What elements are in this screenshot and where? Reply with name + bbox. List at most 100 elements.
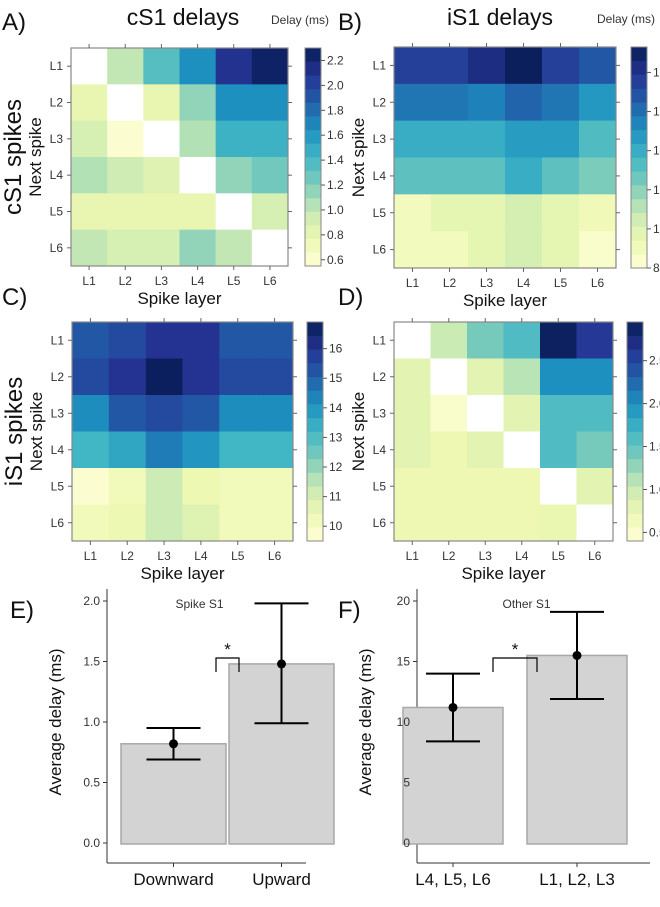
colorbar-band [307, 499, 323, 514]
heatmap-cell [542, 194, 580, 232]
heatmap-cell [430, 431, 468, 469]
colorbar [626, 321, 644, 542]
colorbar-band [631, 143, 647, 158]
heatmap-cell [107, 157, 144, 194]
colorbar-tick-label: 1.6 [327, 128, 344, 142]
colorbar-band [305, 116, 321, 131]
colorbar-band [627, 499, 643, 514]
heatmap-cell [108, 468, 146, 505]
heatmap-cell [72, 395, 110, 432]
x-tick-label: L1 [406, 276, 420, 290]
heatmap-cell [467, 322, 504, 359]
colorbar [304, 47, 322, 267]
heatmap-cell [394, 194, 432, 232]
panel-label: B) [338, 9, 362, 36]
heatmap-cell [394, 468, 431, 505]
y-tick-label: 1.5 [83, 655, 100, 669]
x-tick-label: L2 [121, 549, 135, 563]
colorbar-band [631, 240, 647, 255]
y-tick-label: L6 [373, 243, 387, 257]
heatmap-cell [71, 48, 108, 85]
x-axis-label: Spike layer [463, 291, 547, 310]
y-tick-label: L2 [373, 370, 387, 384]
colorbar-band [631, 116, 647, 131]
mean-point [277, 659, 286, 669]
heatmap-cell [215, 120, 253, 158]
colorbar-tick-label: 0.5 [649, 525, 660, 539]
heatmap-cell [542, 120, 580, 158]
y-tick-label: 5 [403, 776, 410, 790]
y-tick-label: L1 [50, 59, 64, 73]
heatmap-cell [468, 194, 506, 232]
heatmap-cell [394, 431, 431, 469]
colorbar-tick-label: 10 [329, 519, 343, 533]
x-tick-label: L3 [479, 549, 493, 563]
heatmap-cell [542, 231, 580, 269]
colorbar-tick-label: 2.0 [327, 78, 344, 92]
colorbar-band [307, 445, 323, 460]
colorbar-tick-label: 10 [653, 222, 660, 236]
x-tick-label: L3 [480, 276, 494, 290]
heatmap-cell [468, 47, 506, 85]
colorbar-tick-label: 8 [653, 261, 660, 275]
colorbar-band [631, 254, 647, 269]
colorbar-band [305, 102, 321, 117]
heatmap-cell [219, 504, 257, 542]
heatmap-cell [467, 395, 504, 432]
mean-point [448, 702, 458, 712]
heatmap-cell [219, 358, 257, 396]
y-tick-label: 20 [397, 594, 411, 608]
heatmap-cell [579, 120, 617, 158]
mean-point [169, 739, 178, 749]
colorbar-tick-label: 2.0 [649, 397, 660, 411]
heatmap-cell [215, 157, 253, 194]
y-tick-label: 0.0 [83, 836, 100, 850]
colorbar-tick-label: 16 [329, 342, 343, 356]
x-tick-label: L4 [194, 549, 208, 563]
heatmap-cell [430, 468, 468, 505]
colorbar-band [627, 445, 643, 460]
x-tick-label: L1, L2, L3 [539, 870, 615, 889]
heatmap-cell [182, 431, 220, 469]
heatmap-cell [394, 47, 432, 85]
x-tick-label: L1 [406, 549, 420, 563]
heatmap-cell [394, 395, 431, 432]
colorbar-band [627, 431, 643, 446]
heatmap-cell [107, 193, 144, 230]
heatmap-cell [394, 231, 432, 269]
colorbar-band [631, 157, 647, 172]
y-tick-label: L6 [373, 516, 387, 530]
heatmap-cell [540, 431, 577, 469]
colorbar-band [631, 74, 647, 89]
heatmap-cell [503, 322, 541, 359]
y-axis-label: Average delay (ms) [46, 648, 65, 795]
heatmap-cell [145, 358, 183, 396]
heatmap-cell [394, 157, 432, 195]
heatmap-cell [576, 504, 614, 542]
colorbar-tick-label: 18 [653, 65, 660, 79]
colorbar-band [627, 472, 643, 487]
x-tick-label: L1 [84, 549, 98, 563]
colorbar-tick-label: 1.5 [649, 440, 660, 454]
heatmap-cell [468, 83, 506, 121]
colorbar-band [307, 404, 323, 419]
heatmap-cell [251, 120, 289, 158]
heatmap-cell [503, 395, 541, 432]
heatmap-cell [145, 322, 183, 359]
panel-title: Other S1 [502, 597, 550, 611]
colorbar-band [631, 102, 647, 117]
heatmap-cell [215, 48, 253, 85]
significance-marker: * [512, 640, 519, 659]
colorbar-tick-label: 14 [653, 144, 660, 158]
colorbar-band [307, 322, 323, 336]
x-tick-label: L4 [515, 549, 529, 563]
colorbar-band [631, 129, 647, 144]
heatmap-cell [108, 504, 146, 542]
heatmap-cell [71, 84, 108, 121]
heatmap-cell [215, 84, 253, 121]
colorbar-band [631, 185, 647, 200]
heatmap-cell [579, 157, 617, 195]
colorbar-band [307, 513, 323, 528]
colorbar-band [305, 170, 321, 185]
colorbar-band [627, 404, 643, 419]
